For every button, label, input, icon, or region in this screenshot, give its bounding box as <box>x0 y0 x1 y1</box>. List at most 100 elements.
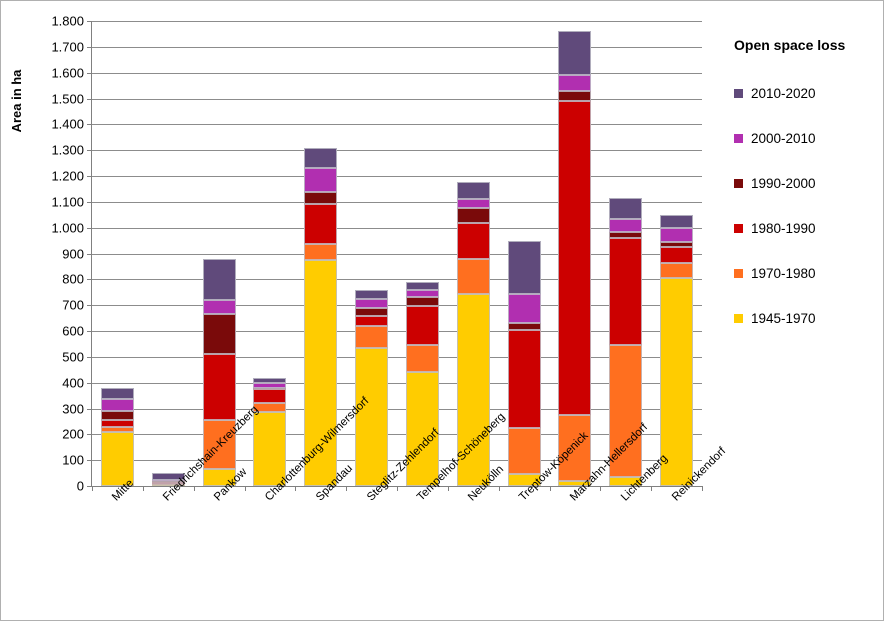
legend-item[interactable]: 2000-2010 <box>734 116 879 161</box>
bar-segment[interactable] <box>609 238 643 346</box>
bar-segment[interactable] <box>507 474 541 486</box>
bar-segment[interactable] <box>609 345 643 477</box>
bar-segment[interactable] <box>202 314 236 355</box>
bar-segment[interactable] <box>507 329 541 428</box>
bar-segment[interactable] <box>355 347 389 486</box>
bar-segment[interactable] <box>507 427 541 475</box>
x-tick-mark <box>498 486 500 491</box>
bar-segment[interactable] <box>558 75 592 91</box>
bar-segment[interactable] <box>253 377 287 383</box>
bar-segment[interactable] <box>456 199 490 209</box>
bar-segment[interactable] <box>100 431 134 486</box>
legend-label: 1970-1980 <box>751 266 816 281</box>
legend-label: 1945-1970 <box>751 311 816 326</box>
bar-group[interactable] <box>558 21 592 486</box>
bar-segment[interactable] <box>355 325 389 348</box>
bar-segment[interactable] <box>355 307 389 316</box>
bar-group[interactable] <box>253 21 287 486</box>
legend-item[interactable]: 1970-1980 <box>734 251 879 296</box>
x-tick-mark <box>92 486 93 491</box>
bar-segment[interactable] <box>660 262 694 279</box>
bar-segment[interactable] <box>151 482 185 485</box>
bar-segment[interactable] <box>355 298 389 308</box>
y-tick-mark <box>87 434 92 436</box>
bar-segment[interactable] <box>558 414 592 481</box>
bar-group[interactable] <box>202 21 236 486</box>
x-tick-mark <box>244 486 246 491</box>
bar-segment[interactable] <box>100 420 134 427</box>
bar-segment[interactable] <box>304 191 338 205</box>
bar-segment[interactable] <box>304 168 338 192</box>
y-tick-mark <box>87 486 92 487</box>
bar-segment[interactable] <box>304 147 338 169</box>
y-tick-mark <box>87 150 92 152</box>
bar-group[interactable] <box>151 21 185 486</box>
bar-group[interactable] <box>405 21 439 486</box>
bar-segment[interactable] <box>202 469 236 486</box>
bar-group[interactable] <box>507 21 541 486</box>
legend-item[interactable]: 1990-2000 <box>734 161 879 206</box>
bar-segment[interactable] <box>558 90 592 102</box>
bar-segment[interactable] <box>253 382 287 388</box>
bar-segment[interactable] <box>253 412 287 486</box>
bar-segment[interactable] <box>151 473 185 480</box>
bar-segment[interactable] <box>507 240 541 294</box>
bar-segment[interactable] <box>405 345 439 373</box>
bar-segment[interactable] <box>660 214 694 228</box>
bar-segment[interactable] <box>456 182 490 200</box>
bar-segment[interactable] <box>456 222 490 259</box>
bar-segment[interactable] <box>202 258 236 300</box>
bar-group[interactable] <box>660 21 694 486</box>
bar-segment[interactable] <box>660 247 694 263</box>
bar-segment[interactable] <box>100 411 134 421</box>
y-tick-label: 1.600 <box>51 65 84 81</box>
bar-group[interactable] <box>609 21 643 486</box>
bar-segment[interactable] <box>202 300 236 315</box>
legend-item[interactable]: 1980-1990 <box>734 206 879 251</box>
bar-segment[interactable] <box>558 101 592 415</box>
legend-title: Open space loss <box>734 37 846 53</box>
bar-segment[interactable] <box>253 403 287 413</box>
bar-group[interactable] <box>456 21 490 486</box>
bar-segment[interactable] <box>405 372 439 486</box>
bar-group[interactable] <box>304 21 338 486</box>
bar-segment[interactable] <box>304 204 338 245</box>
bar-segment[interactable] <box>405 297 439 307</box>
bar-segment[interactable] <box>558 31 592 76</box>
bar-segment[interactable] <box>660 241 694 248</box>
bar-segment[interactable] <box>151 479 185 482</box>
bar-segment[interactable] <box>304 244 338 260</box>
y-tick-label: 700 <box>62 297 84 313</box>
bar-segment[interactable] <box>355 315 389 326</box>
y-tick-label: 900 <box>62 246 84 261</box>
bar-segment[interactable] <box>405 289 439 298</box>
bar-segment[interactable] <box>456 293 490 486</box>
bar-segment[interactable] <box>507 293 541 324</box>
bar-segment[interactable] <box>253 389 287 404</box>
bar-segment[interactable] <box>304 259 338 486</box>
bar-segment[interactable] <box>660 227 694 242</box>
bar-segment[interactable] <box>202 354 236 421</box>
bar-segment[interactable] <box>456 258 490 294</box>
bar-segment[interactable] <box>100 426 134 432</box>
bar-segment[interactable] <box>609 197 643 219</box>
bar-segment[interactable] <box>558 480 592 486</box>
bar-segment[interactable] <box>100 399 134 412</box>
legend-item[interactable]: 1945-1970 <box>734 296 879 341</box>
legend-item[interactable]: 2010-2020 <box>734 71 879 116</box>
bar-segment[interactable] <box>507 323 541 330</box>
bar-segment[interactable] <box>609 476 643 486</box>
bar-segment[interactable] <box>456 208 490 223</box>
x-tick-mark <box>447 486 449 491</box>
bar-segment[interactable] <box>405 281 439 290</box>
bar-segment[interactable] <box>202 420 236 470</box>
x-tick-mark <box>346 486 348 491</box>
bar-segment[interactable] <box>100 387 134 400</box>
bar-group[interactable] <box>100 21 134 486</box>
bar-segment[interactable] <box>609 218 643 232</box>
bar-segment[interactable] <box>660 278 694 486</box>
bar-segment[interactable] <box>355 289 389 299</box>
bar-segment[interactable] <box>405 306 439 346</box>
bar-segment[interactable] <box>609 231 643 238</box>
bar-group[interactable] <box>355 21 389 486</box>
